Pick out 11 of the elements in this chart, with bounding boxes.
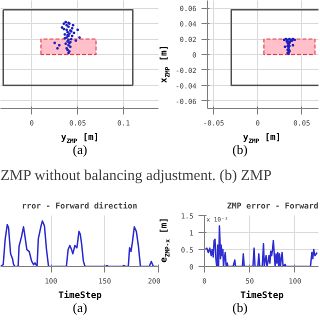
x-axis-title: TimeStep	[57, 291, 103, 301]
x-axis-title: TimeStep	[239, 291, 285, 301]
x-axis-title: y$_{ZMP}$ [m]	[60, 133, 100, 145]
text: ZMP without balancing adjustment. (b) ZMP	[0, 168, 272, 184]
text: (b)	[231, 142, 248, 157]
text: (a)	[72, 300, 88, 315]
chart-title: rror - Forward direction	[22, 202, 138, 210]
text: (a)	[72, 142, 88, 157]
chart-title: ZMP error - Forward	[226, 202, 319, 210]
text: (b)	[231, 300, 249, 315]
x-axis-title: y$_{ZMP}$ [m]	[242, 133, 282, 145]
